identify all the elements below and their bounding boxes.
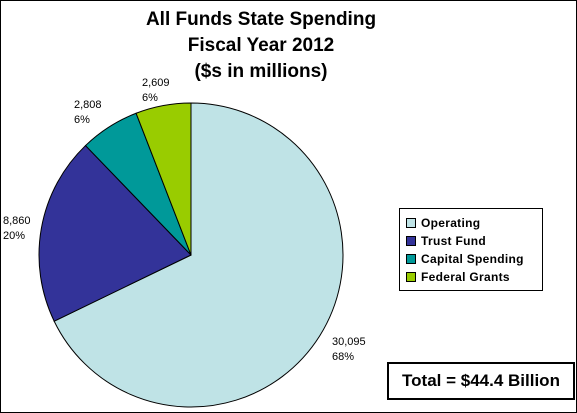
legend-item-capital-spending: Capital Spending (406, 250, 542, 268)
data-label-operating: 30,095 68% (332, 335, 366, 365)
legend-swatch-trust-fund (406, 236, 416, 246)
chart-title: All Funds State Spending Fiscal Year 201… (1, 7, 521, 85)
pie-slice-trust-fund (38, 144, 192, 322)
data-label-trust-fund: 8,860 20% (3, 214, 31, 244)
data-label-capital-spending: 2,808 6% (74, 98, 102, 128)
legend-item-operating: Operating (406, 214, 542, 232)
data-label-trust-fund-pct: 20% (3, 230, 26, 242)
legend-item-federal-grants: Federal Grants (406, 268, 542, 286)
title-line-1: All Funds State Spending (145, 9, 377, 30)
data-label-capital-spending-pct: 6% (74, 114, 90, 126)
title-line-2: Fiscal Year 2012 (187, 35, 335, 56)
data-label-trust-fund-value: 8,860 (3, 215, 31, 227)
data-label-operating-value: 30,095 (332, 336, 366, 348)
data-label-federal-grants-value: 2,609 (142, 77, 170, 89)
legend-swatch-federal-grants (406, 272, 416, 282)
legend-label-trust-fund: Trust Fund (421, 234, 486, 248)
title-line-3: ($s in millions) (194, 61, 328, 82)
total-box: Total = $44.4 Billion (387, 362, 575, 400)
data-label-federal-grants-pct: 6% (142, 92, 158, 104)
pie-slice-federal-grants (135, 102, 192, 256)
legend-item-trust-fund: Trust Fund (406, 232, 542, 250)
legend-label-operating: Operating (421, 216, 481, 230)
chart-legend: Operating Trust Fund Capital Spending Fe… (399, 208, 543, 291)
data-label-federal-grants: 2,609 6% (142, 76, 170, 106)
legend-label-federal-grants: Federal Grants (421, 270, 510, 284)
legend-swatch-operating (406, 218, 416, 228)
legend-label-capital-spending: Capital Spending (421, 252, 524, 266)
data-label-capital-spending-value: 2,808 (74, 99, 102, 111)
data-label-operating-pct: 68% (332, 351, 355, 363)
legend-swatch-capital-spending (406, 254, 416, 264)
pie-slice-operating (53, 102, 344, 408)
